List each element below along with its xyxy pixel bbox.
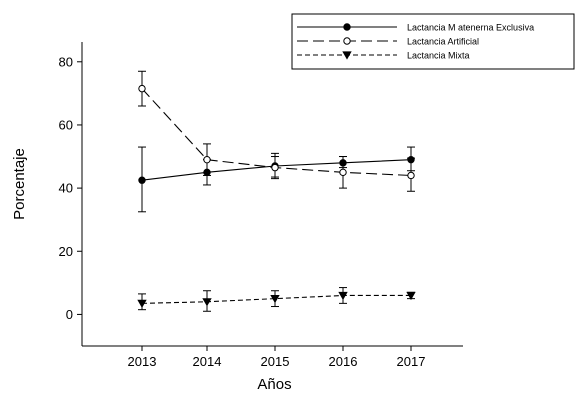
y-axis-title: Porcentaje <box>11 148 28 220</box>
series-line <box>141 294 411 304</box>
data-point <box>271 163 279 172</box>
data-point <box>202 298 212 307</box>
x-tick-label: 2016 <box>329 354 358 369</box>
series-3 <box>137 287 416 312</box>
x-tick-label: 2015 <box>261 354 290 369</box>
data-point <box>137 299 147 308</box>
data-point <box>339 168 347 177</box>
y-tick-label: 20 <box>59 244 73 259</box>
legend-marker <box>342 51 352 60</box>
series-line <box>141 88 412 177</box>
data-point <box>406 291 416 301</box>
data-point <box>270 295 280 304</box>
x-tick-label: 2017 <box>397 354 426 369</box>
legend-label: Lactancia Artificial <box>407 37 479 47</box>
y-tick-label: 60 <box>59 117 73 132</box>
axes: Años Porcentaje 0 20 40 60 80 2013 2014 2015 201… <box>11 42 463 393</box>
data-point <box>138 176 146 184</box>
series-2 <box>138 70 415 192</box>
data-point <box>338 291 348 301</box>
y-tick-label: 40 <box>59 181 73 196</box>
legend-label: Lactancia M atenerna Exclusiva <box>407 23 534 33</box>
legend-marker <box>343 23 351 31</box>
data-point <box>203 155 211 164</box>
legend-marker <box>343 37 351 45</box>
y-tick-label: 80 <box>59 54 73 69</box>
data-point <box>138 84 146 93</box>
x-axis-title: Años <box>257 376 291 393</box>
plot-area <box>137 70 416 312</box>
x-tick-label: 2013 <box>128 354 157 369</box>
legend: Lactancia M atenerna Exclusiva Lactancia … <box>291 13 575 70</box>
legend-label: Lactancia Mixta <box>407 51 470 61</box>
data-point <box>407 171 415 180</box>
y-tick-label: 0 <box>66 307 73 322</box>
x-tick-label: 2014 <box>193 354 222 369</box>
